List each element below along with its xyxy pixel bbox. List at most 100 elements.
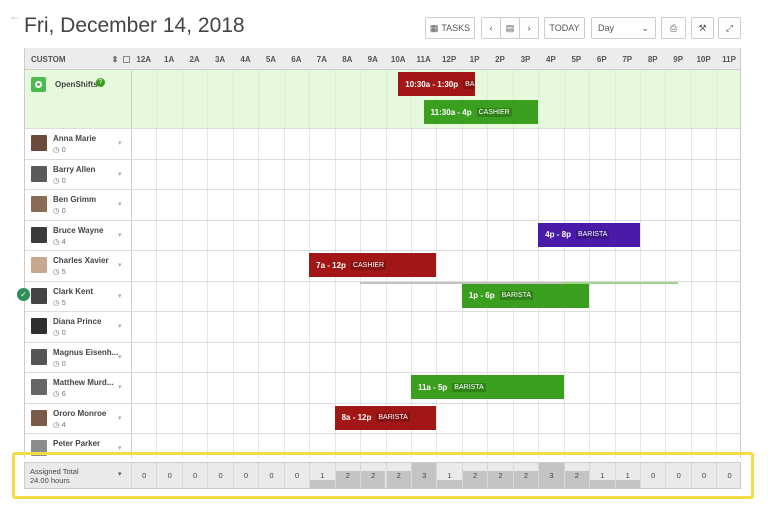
- hour-gridline: [156, 70, 158, 458]
- chevron-down-icon[interactable]: ▾: [118, 471, 122, 478]
- row-divider: [25, 280, 740, 282]
- select-all-checkbox[interactable]: [121, 48, 131, 70]
- chevron-down-icon[interactable]: ▾: [118, 201, 122, 208]
- employee-hours: ◷ 5: [53, 267, 66, 276]
- employee-hours: ◷ 0: [53, 328, 66, 337]
- clock-icon: ◷: [53, 358, 62, 368]
- avatar: [31, 226, 47, 243]
- hour-total-bar: [386, 471, 411, 488]
- employee-name: Clark Kent: [53, 286, 94, 296]
- sort-icon[interactable]: ⇕: [111, 54, 119, 64]
- employee-hours: ◷ 4: [53, 420, 66, 429]
- hours-value: 0: [61, 328, 66, 337]
- hour-total-cell: 2: [334, 463, 361, 488]
- hour-total-bar: [437, 480, 462, 488]
- clipboard-icon: ▦: [429, 22, 439, 33]
- hour-total-cell: 2: [385, 463, 411, 488]
- hour-header: 1A: [164, 54, 175, 64]
- shift-position: BARISTA: [499, 291, 534, 300]
- row-divider: [25, 189, 740, 190]
- hour-header: 11A: [416, 54, 431, 64]
- shift-block[interactable]: 4p - 8p BARISTA: [538, 222, 640, 247]
- hour-total-value: 0: [727, 471, 732, 480]
- shift-block[interactable]: 11a - 5p BARISTA: [410, 375, 564, 399]
- hour-total-value: 0: [702, 471, 707, 480]
- chevron-down-icon[interactable]: ▾: [118, 262, 122, 269]
- hour-gridline: [436, 70, 438, 458]
- hour-header: 3P: [520, 54, 531, 64]
- hours-value: 4: [61, 419, 66, 429]
- clock-icon: ◷: [53, 389, 62, 398]
- tasks-button[interactable]: ▦ TASKS: [425, 17, 475, 39]
- today-button[interactable]: TODAY: [544, 17, 585, 39]
- row-divider: [25, 311, 740, 312]
- hour-header: 6P: [596, 54, 607, 64]
- hour-total-bar: [513, 471, 539, 488]
- print-button[interactable]: ⎙: [661, 17, 686, 39]
- avatar: [31, 409, 47, 426]
- shift-block[interactable]: 1p - 6p BARISTA: [461, 283, 590, 308]
- custom-sort-label[interactable]: CUSTOM: [31, 54, 66, 64]
- chevron-down-icon[interactable]: ▾: [118, 445, 122, 452]
- shift-position: BARISTA: [575, 230, 610, 239]
- hour-header: 4P: [546, 54, 556, 64]
- chevron-down-icon[interactable]: ▾: [118, 384, 122, 391]
- hour-total-value: 0: [193, 471, 198, 480]
- shift-position: BA: [463, 79, 475, 89]
- chevron-down-icon[interactable]: ▾: [118, 323, 122, 330]
- verified-check-icon: ✓: [17, 288, 30, 301]
- clock-icon: ◷: [53, 328, 62, 337]
- hour-total-bar: [310, 480, 335, 488]
- employee-hours: ◷ 0: [53, 359, 66, 368]
- employee-hours: ◷ 4: [53, 237, 66, 246]
- prev-day-button[interactable]: ‹: [481, 17, 501, 39]
- hour-total-bar: [335, 471, 361, 488]
- help-icon[interactable]: ?: [96, 78, 105, 87]
- chevron-down-icon[interactable]: ▾: [118, 353, 122, 361]
- hour-total-bar: [539, 463, 564, 488]
- calendar-button[interactable]: ▤: [500, 17, 520, 39]
- employee-name: Barry Allen: [53, 164, 96, 174]
- hours-value: 0: [61, 145, 66, 154]
- clock-icon: ◷: [53, 236, 62, 246]
- hour-total-value: 1: [600, 471, 605, 480]
- hour-header: 5P: [571, 54, 582, 64]
- hour-header: 11P: [722, 54, 736, 64]
- shift-block[interactable]: 7a - 12p CASHIER: [309, 253, 437, 277]
- shift-block[interactable]: 8a - 12p BARISTA: [334, 405, 437, 430]
- chevron-down-icon[interactable]: ▾: [118, 414, 122, 422]
- shift-time: 1p - 6p: [468, 291, 495, 300]
- chevron-down-icon[interactable]: ▾: [118, 231, 122, 239]
- row-divider: [25, 250, 740, 251]
- shift-time: 10:30a - 1:30p: [405, 79, 459, 89]
- hours-value: 5: [61, 297, 66, 307]
- settings-button[interactable]: ⚒: [691, 17, 714, 39]
- employee-name: Ben Grimm: [53, 195, 97, 204]
- hour-total-cell: 0: [207, 463, 232, 488]
- hours-value: 0: [61, 358, 66, 368]
- chevron-down-icon[interactable]: ▾: [118, 140, 122, 147]
- hour-header: 3A: [214, 54, 226, 64]
- page-title: Fri, December 14, 2018: [24, 14, 245, 37]
- next-day-button[interactable]: ›: [519, 17, 539, 39]
- shift-position: CASHIER: [350, 260, 387, 270]
- hour-total-value: 1: [447, 471, 452, 480]
- avatar: [31, 135, 47, 151]
- employee-name: Matthew Murd...: [53, 378, 114, 387]
- hour-total-value: 2: [498, 471, 503, 480]
- hours-value: 5: [61, 267, 66, 276]
- shift-block[interactable]: 11:30a - 4p CASHIER: [423, 100, 539, 124]
- grid-header: CUSTOM ⇕ 12A 1A 2A 3A 4A 5A 6A 7A 8A 9A 10A 11A 12P 1…: [25, 48, 740, 70]
- chevron-down-icon[interactable]: ▾: [118, 170, 122, 178]
- openshifts-icon: [31, 77, 46, 92]
- back-arrow-icon[interactable]: ←: [9, 9, 21, 23]
- employee-name: Magnus Eisenh...: [53, 347, 119, 357]
- hour-total-cell: 0: [690, 463, 716, 488]
- chevron-down-icon[interactable]: ▾: [118, 292, 122, 300]
- hour-total-bar: [488, 471, 513, 488]
- fullscreen-button[interactable]: ⤢: [718, 17, 741, 39]
- row-divider: [25, 158, 740, 160]
- shift-block[interactable]: 10:30a - 1:30p BA: [398, 72, 475, 96]
- avatar: [31, 257, 47, 273]
- view-select[interactable]: Day ⌄: [591, 17, 656, 39]
